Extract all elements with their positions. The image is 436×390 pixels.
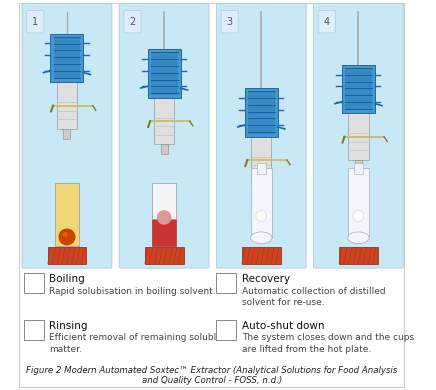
FancyBboxPatch shape bbox=[24, 319, 44, 340]
Text: Boiling: Boiling bbox=[49, 274, 85, 284]
Bar bbox=[348, 168, 369, 238]
FancyBboxPatch shape bbox=[24, 273, 44, 293]
Circle shape bbox=[256, 211, 267, 222]
Bar bbox=[154, 94, 174, 144]
Text: 2: 2 bbox=[31, 325, 37, 335]
Text: 3: 3 bbox=[223, 278, 229, 288]
Bar bbox=[55, 183, 79, 246]
Text: Rapid solubisation in boiling solvent.: Rapid solubisation in boiling solvent. bbox=[49, 287, 216, 296]
Text: 1: 1 bbox=[31, 278, 37, 288]
Text: 4: 4 bbox=[324, 17, 330, 27]
Bar bbox=[354, 163, 363, 174]
Text: Recovery: Recovery bbox=[242, 274, 290, 284]
Bar bbox=[251, 133, 271, 183]
Bar bbox=[151, 52, 177, 95]
Bar bbox=[258, 183, 265, 193]
Text: Rinsing: Rinsing bbox=[49, 321, 88, 331]
Bar bbox=[160, 144, 167, 154]
Text: and Quality Control - FOSS, n.d.): and Quality Control - FOSS, n.d.) bbox=[142, 376, 282, 385]
Bar bbox=[345, 68, 372, 110]
FancyBboxPatch shape bbox=[27, 11, 44, 33]
FancyBboxPatch shape bbox=[216, 4, 306, 268]
Text: Efficient removal of remaining soluble
matter.: Efficient removal of remaining soluble m… bbox=[49, 333, 222, 354]
Text: 1: 1 bbox=[32, 17, 38, 27]
Bar bbox=[51, 34, 84, 82]
FancyBboxPatch shape bbox=[313, 4, 403, 268]
Bar bbox=[48, 248, 86, 264]
FancyBboxPatch shape bbox=[216, 273, 236, 293]
Circle shape bbox=[63, 233, 67, 237]
Text: 3: 3 bbox=[227, 17, 233, 27]
Ellipse shape bbox=[348, 232, 369, 244]
Bar bbox=[54, 37, 80, 79]
Text: Automatic collection of distilled
solvent for re-use.: Automatic collection of distilled solven… bbox=[242, 287, 385, 307]
FancyBboxPatch shape bbox=[119, 4, 209, 268]
Bar bbox=[152, 183, 176, 220]
Bar bbox=[342, 65, 375, 113]
FancyBboxPatch shape bbox=[22, 4, 112, 268]
Text: Auto-shut down: Auto-shut down bbox=[242, 321, 324, 331]
Bar bbox=[57, 78, 77, 129]
FancyBboxPatch shape bbox=[318, 11, 335, 33]
FancyBboxPatch shape bbox=[216, 319, 236, 340]
Bar bbox=[248, 91, 275, 134]
FancyBboxPatch shape bbox=[124, 11, 141, 33]
Bar bbox=[339, 248, 378, 264]
Bar bbox=[145, 248, 184, 264]
Bar bbox=[245, 88, 278, 137]
Bar bbox=[355, 160, 362, 170]
Bar bbox=[348, 110, 368, 160]
Ellipse shape bbox=[251, 232, 272, 244]
Text: 2: 2 bbox=[129, 17, 136, 27]
Bar bbox=[257, 163, 266, 174]
FancyBboxPatch shape bbox=[221, 11, 238, 33]
Text: 4: 4 bbox=[223, 325, 229, 335]
Bar bbox=[251, 168, 272, 238]
Bar bbox=[152, 220, 176, 246]
Bar bbox=[148, 49, 181, 98]
Circle shape bbox=[59, 229, 75, 245]
Circle shape bbox=[353, 211, 364, 222]
Text: The system closes down and the cups
are lifted from the hot plate.: The system closes down and the cups are … bbox=[242, 333, 414, 354]
Bar bbox=[64, 129, 71, 139]
Text: Figure 2 Modern Automated Soxtec™ Extractor (Analytical Solutions for Food Analy: Figure 2 Modern Automated Soxtec™ Extrac… bbox=[26, 366, 398, 375]
Circle shape bbox=[157, 211, 171, 224]
Bar bbox=[242, 248, 281, 264]
